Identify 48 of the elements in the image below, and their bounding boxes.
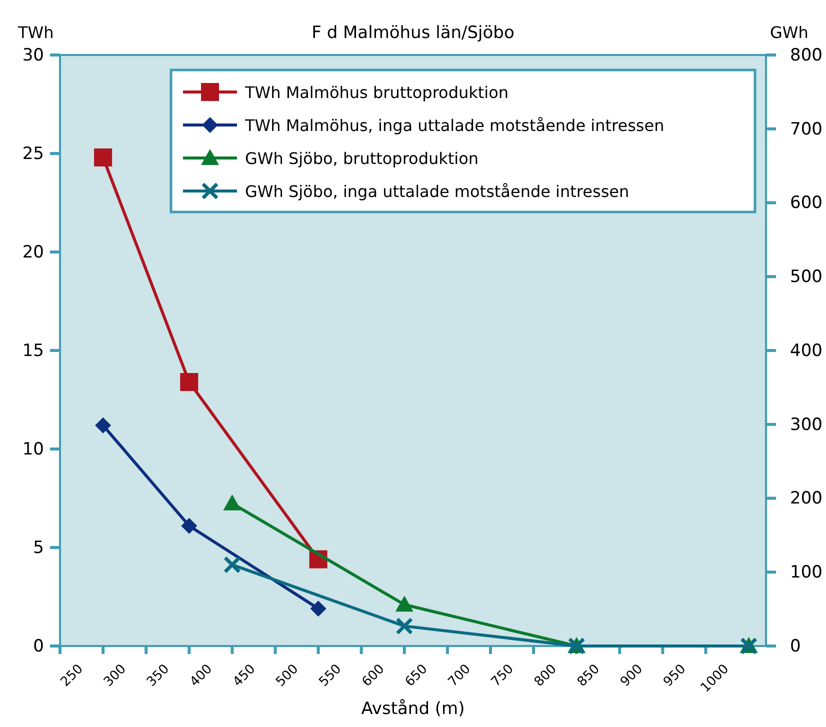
y-tick-label: 0 — [33, 636, 44, 656]
y2-tick-label: 400 — [790, 340, 822, 361]
legend-label: TWh Malmöhus bruttoproduktion — [244, 83, 509, 102]
chart-title: F d Malmöhus län/Sjöbo — [312, 23, 514, 43]
point — [395, 596, 414, 612]
point — [94, 148, 112, 166]
y-tick-label: 25 — [22, 144, 44, 164]
x-tick-label: 850 — [574, 662, 603, 690]
x-axis-title: Avstånd (m) — [361, 699, 465, 719]
legend-label: GWh Sjöbo, inga uttalade motstående intressen — [245, 182, 630, 201]
x-tick-label: 400 — [187, 662, 216, 690]
x-tick-label: 600 — [360, 662, 388, 690]
point — [95, 417, 112, 434]
y2-axis-title: GWh — [770, 23, 808, 42]
y-tick-label: 20 — [22, 242, 44, 262]
x-tick-label: 650 — [402, 662, 431, 690]
x-tick-label: 950 — [660, 662, 690, 690]
point — [223, 556, 241, 574]
y-tick-label: 5 — [33, 538, 44, 558]
x-tick-label: 450 — [230, 662, 259, 690]
x-tick-label: 800 — [532, 662, 560, 690]
y-tick-label: 10 — [22, 439, 44, 460]
y2-tick-label: 100 — [790, 562, 822, 583]
y2-tick-label: 600 — [790, 193, 822, 214]
y-axis-title: TWh — [17, 23, 54, 42]
point — [223, 494, 242, 510]
point — [180, 373, 198, 392]
x-tick-label: 900 — [618, 662, 646, 690]
legend-label: GWh Sjöbo, bruttoproduktion — [245, 149, 479, 168]
y-tick-label: 15 — [22, 340, 44, 361]
x-tick-label: 750 — [488, 662, 517, 690]
x-tick-label: 550 — [316, 662, 345, 690]
x-tick-label: 300 — [101, 662, 130, 690]
y-tick-label: 30 — [22, 45, 44, 66]
x-tick-label: 700 — [446, 662, 474, 690]
x-tick-label: 250 — [58, 662, 86, 690]
legend-label: TWh Malmöhus, inga uttalade motstående intressen — [244, 116, 664, 135]
y2-tick-label: 500 — [790, 267, 822, 288]
y2-tick-label: 700 — [790, 119, 822, 140]
y2-tick-label: 0 — [790, 636, 801, 656]
x-tick-label: 350 — [144, 662, 172, 690]
y2-tick-label: 300 — [790, 414, 822, 435]
x-tick-label: 500 — [273, 662, 302, 690]
point — [310, 600, 326, 617]
y2-tick-label: 800 — [790, 45, 822, 66]
point — [181, 518, 198, 534]
y2-tick-label: 200 — [790, 488, 822, 509]
point — [396, 617, 414, 635]
